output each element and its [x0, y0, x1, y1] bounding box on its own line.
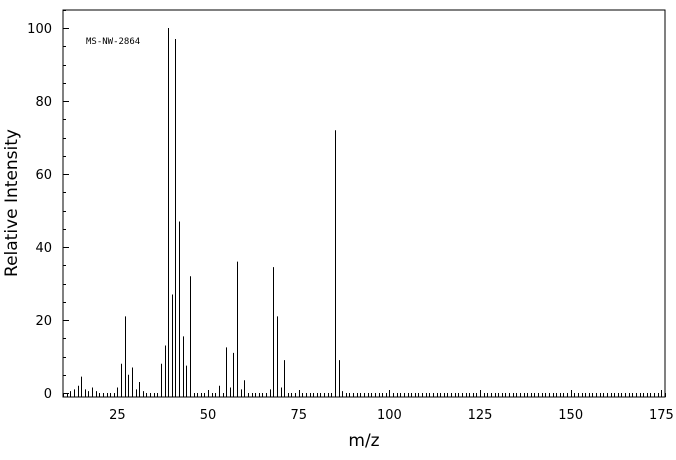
spectrum-annotation: MS-NW-2864 — [86, 37, 140, 47]
y-tick-label: 0 — [44, 387, 52, 402]
y-tick-label: 60 — [35, 168, 52, 183]
spectrum-bars — [70, 28, 343, 393]
y-tick-label: 20 — [35, 314, 52, 329]
x-tick-label: 175 — [649, 408, 674, 423]
y-tick-label: 80 — [35, 95, 52, 110]
x-tick-label: 125 — [468, 408, 493, 423]
x-tick-label: 150 — [558, 408, 583, 423]
y-tick-label: 100 — [27, 22, 52, 37]
x-axis-title: m/z — [348, 431, 379, 451]
y-axis-title: Relative Intensity — [2, 129, 22, 277]
plot-frame — [62, 9, 666, 398]
x-tick-label: 25 — [109, 408, 126, 423]
x-tick-label: 75 — [290, 408, 307, 423]
x-axis: 25 50 75 100 125 150 175 — [63, 390, 674, 423]
y-tick-label: 40 — [35, 241, 52, 256]
x-tick-label: 50 — [200, 408, 217, 423]
x-tick-label: 100 — [377, 408, 402, 423]
y-axis: 0 20 40 60 80 100 — [27, 10, 69, 402]
